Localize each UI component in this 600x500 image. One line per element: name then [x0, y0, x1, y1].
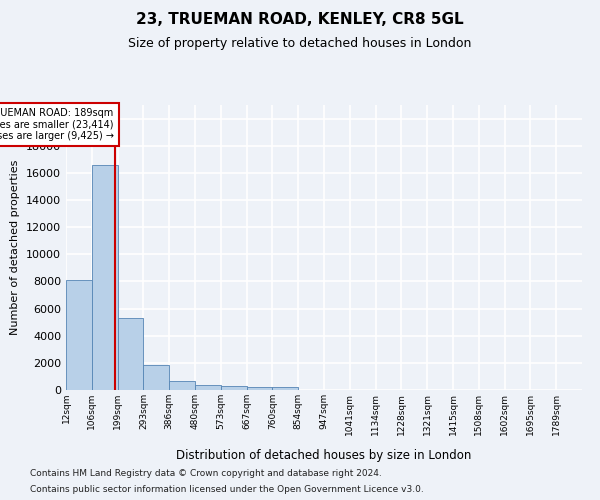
Text: Size of property relative to detached houses in London: Size of property relative to detached ho… [128, 38, 472, 51]
Bar [66, 280, 92, 390]
Bar [195, 385, 221, 390]
Y-axis label: Number of detached properties: Number of detached properties [10, 160, 20, 335]
Bar [247, 387, 272, 390]
Bar [169, 381, 195, 390]
Text: Contains HM Land Registry data © Crown copyright and database right 2024.: Contains HM Land Registry data © Crown c… [30, 468, 382, 477]
Bar [118, 318, 143, 390]
Bar [143, 365, 169, 390]
Text: 23, TRUEMAN ROAD, KENLEY, CR8 5GL: 23, TRUEMAN ROAD, KENLEY, CR8 5GL [136, 12, 464, 28]
Bar [221, 386, 247, 390]
Text: 23 TRUEMAN ROAD: 189sqm
← 71% of detached houses are smaller (23,414)
29% of sem: 23 TRUEMAN ROAD: 189sqm ← 71% of detache… [0, 108, 114, 141]
Text: Contains public sector information licensed under the Open Government Licence v3: Contains public sector information licen… [30, 485, 424, 494]
Bar [272, 387, 298, 390]
Bar [92, 164, 118, 390]
X-axis label: Distribution of detached houses by size in London: Distribution of detached houses by size … [176, 449, 472, 462]
